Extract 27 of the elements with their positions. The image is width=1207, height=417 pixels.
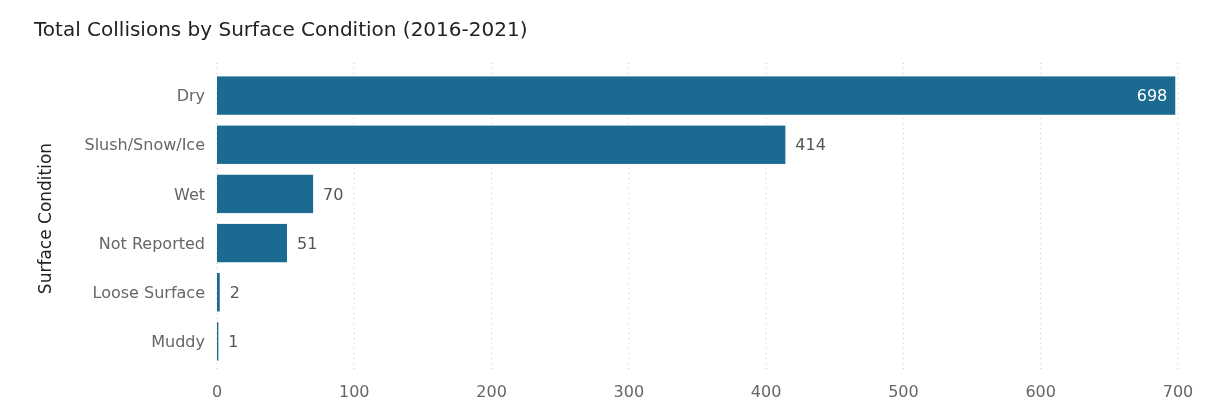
y-tick-label: Not Reported bbox=[98, 233, 205, 253]
x-tick-label: 400 bbox=[750, 382, 782, 401]
bar bbox=[217, 125, 786, 164]
data-label: 1 bbox=[228, 332, 239, 352]
x-tick-label: 0 bbox=[211, 382, 223, 401]
x-tick-label: 600 bbox=[1025, 382, 1056, 401]
x-tick-label: 700 bbox=[1162, 382, 1194, 401]
y-tick-label: Dry bbox=[176, 86, 205, 106]
data-label: 698 bbox=[1136, 86, 1168, 106]
y-axis-title: Surface Condition bbox=[35, 142, 55, 295]
bar bbox=[217, 273, 220, 312]
bar bbox=[217, 174, 314, 214]
y-tick-label: Muddy bbox=[151, 332, 205, 352]
x-tick-label: 200 bbox=[476, 382, 507, 401]
y-tick-label: Loose Surface bbox=[92, 282, 205, 302]
data-label: 2 bbox=[229, 282, 240, 302]
data-label: 51 bbox=[297, 233, 318, 253]
data-label: 414 bbox=[795, 135, 826, 155]
y-tick-label: Wet bbox=[174, 184, 205, 204]
chart-title: Total Collisions by Surface Condition (2016-2021) bbox=[33, 17, 528, 41]
bar bbox=[217, 76, 1176, 115]
bar bbox=[217, 223, 288, 263]
x-tick-label: 300 bbox=[613, 382, 645, 401]
x-tick-label: 500 bbox=[888, 382, 919, 401]
x-tick-label: 100 bbox=[339, 382, 370, 401]
data-label: 70 bbox=[323, 184, 344, 204]
y-tick-label: Slush/Snow/Ice bbox=[84, 135, 205, 155]
